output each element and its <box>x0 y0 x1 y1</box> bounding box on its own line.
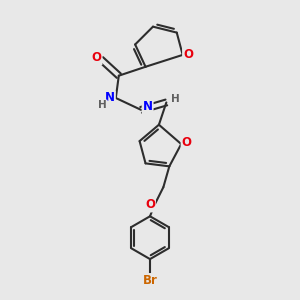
Text: H: H <box>171 94 180 104</box>
Text: Br: Br <box>142 274 158 287</box>
Text: O: O <box>182 136 192 149</box>
Text: H: H <box>98 100 107 110</box>
Text: N: N <box>105 92 115 104</box>
Text: N: N <box>142 100 153 113</box>
Text: O: O <box>183 48 193 62</box>
Text: O: O <box>92 51 101 64</box>
Text: O: O <box>145 199 155 212</box>
